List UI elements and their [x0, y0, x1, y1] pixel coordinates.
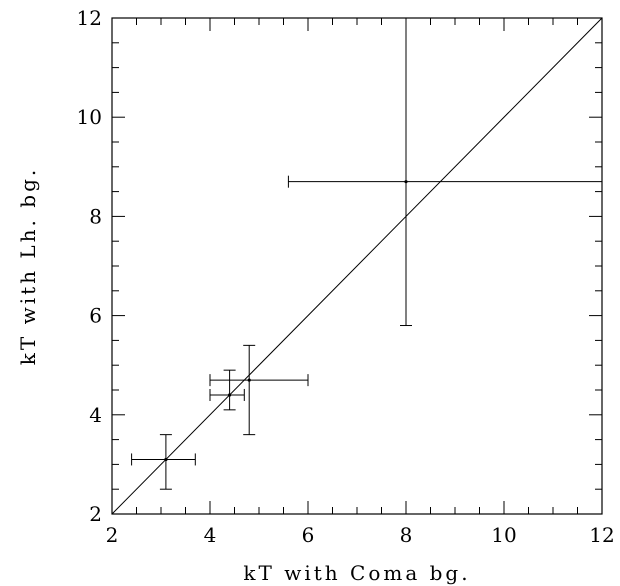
y-axis-label: kT with Lh. bg.	[16, 167, 40, 365]
y-tick-label: 12	[77, 6, 102, 30]
y-tick-label: 6	[89, 304, 102, 328]
data-point-marker	[404, 180, 408, 184]
data-point-1	[131, 434, 196, 490]
y-tick-label: 8	[89, 204, 102, 228]
minor-ticks	[112, 18, 602, 514]
x-tick-label: 4	[204, 523, 217, 547]
y-tick-label: 10	[77, 105, 102, 129]
major-ticks	[111, 17, 603, 515]
data-point-3	[209, 344, 309, 436]
x-tick-label: 8	[400, 523, 413, 547]
y-tick-label: 2	[89, 502, 102, 526]
data-point-marker	[228, 393, 232, 397]
data-point-marker	[247, 378, 251, 382]
data-point-4	[287, 18, 602, 327]
x-tick-label: 6	[302, 523, 315, 547]
x-axis-label: kT with Coma bg.	[243, 561, 470, 585]
tick-labels: 2 4 6 8 10 12 2 4 6 8 10 12	[77, 6, 615, 547]
x-tick-label: 2	[106, 523, 119, 547]
x-tick-label: 12	[589, 523, 614, 547]
data-point-marker	[164, 457, 168, 462]
data-point-2	[209, 369, 245, 411]
identity-line	[111, 17, 603, 515]
y-tick-label: 4	[89, 403, 102, 427]
data-points	[131, 18, 602, 490]
x-tick-label: 10	[491, 523, 516, 547]
